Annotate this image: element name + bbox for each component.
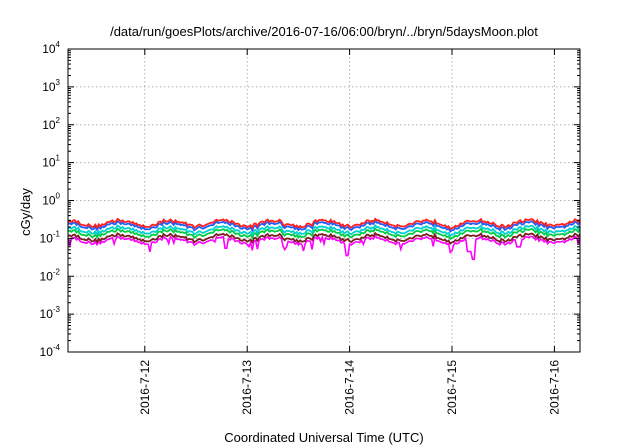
series-line-3 (67, 227, 581, 241)
y-axis-ticks: 10-4 10-3 10-2 10-1 100 101 102 103 104 (40, 40, 580, 359)
series-line-5 (67, 219, 581, 233)
x-tick-label: 2016-7-16 (547, 360, 561, 415)
series-line-1 (67, 234, 581, 261)
y-tick-label: 10-2 (40, 267, 61, 283)
series-line-2 (67, 231, 581, 245)
y-tick-label: 103 (42, 78, 60, 94)
series-line-4 (67, 223, 581, 238)
x-axis-label: Coordinated Universal Time (UTC) (224, 430, 423, 445)
chart-title: /data/run/goesPlots/archive/2016-07-16/0… (110, 24, 538, 39)
y-tick-label: 104 (42, 40, 60, 56)
y-tick-label: 102 (42, 116, 60, 132)
y-tick-label: 10-3 (40, 305, 61, 321)
series-line-6 (67, 217, 581, 231)
y-tick-label: 10-1 (40, 229, 61, 245)
series-layer (67, 217, 581, 261)
x-axis-ticks: 2016-7-12 2016-7-13 2016-7-14 2016-7-15 2016… (138, 49, 561, 415)
x-tick-label: 2016-7-14 (343, 360, 357, 415)
x-tick-label: 2016-7-13 (240, 360, 254, 415)
x-tick-label: 2016-7-15 (445, 360, 459, 415)
y-tick-label: 100 (42, 192, 60, 208)
y-tick-label: 10-4 (40, 343, 61, 359)
y-tick-label: 101 (42, 154, 60, 170)
grid-lines (68, 49, 580, 352)
x-tick-label: 2016-7-12 (138, 360, 152, 415)
y-axis-label: cGy/day (18, 188, 33, 236)
